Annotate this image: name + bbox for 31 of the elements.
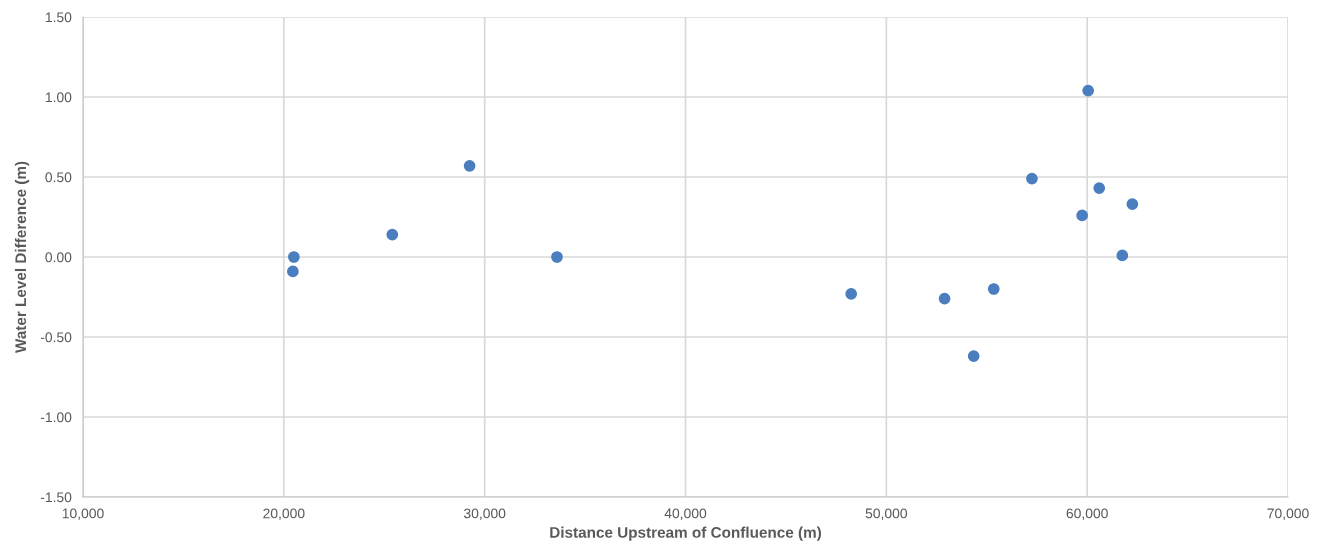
point xyxy=(1093,182,1106,195)
y-tick-label: -0.50 xyxy=(40,332,72,343)
x-tick-label: 50,000 xyxy=(865,508,908,520)
x-tick-label: 20,000 xyxy=(263,508,305,520)
y-tick-label: 1.50 xyxy=(45,12,72,23)
x-axis-title: Distance Upstream of Confluence (m) xyxy=(550,526,821,541)
point xyxy=(551,251,563,263)
point xyxy=(987,283,1000,295)
point xyxy=(1082,84,1095,97)
point xyxy=(1076,209,1088,222)
x-tick-label: 30,000 xyxy=(463,508,506,520)
point xyxy=(287,265,299,278)
point xyxy=(463,159,476,172)
y-tick-label: -1.00 xyxy=(40,412,72,423)
y-tick-label: 0.50 xyxy=(45,172,72,183)
point xyxy=(938,292,951,305)
y-tick-label: 1.00 xyxy=(45,92,72,103)
y-tick-label: 0.00 xyxy=(45,252,72,263)
point xyxy=(1026,172,1038,185)
y-tick-label: -1.50 xyxy=(40,492,72,503)
point xyxy=(288,251,300,263)
point xyxy=(1116,249,1129,262)
x-tick-label: 70,000 xyxy=(1267,508,1309,520)
x-tick-label: 60,000 xyxy=(1066,508,1108,520)
point xyxy=(1126,198,1139,211)
x-tick-label: 10,000 xyxy=(62,508,104,520)
point xyxy=(967,350,980,363)
x-tick-label: 40,000 xyxy=(664,508,707,520)
point xyxy=(845,287,858,300)
y-axis-title: Water Level Difference (m) xyxy=(14,161,30,354)
point xyxy=(386,228,399,241)
